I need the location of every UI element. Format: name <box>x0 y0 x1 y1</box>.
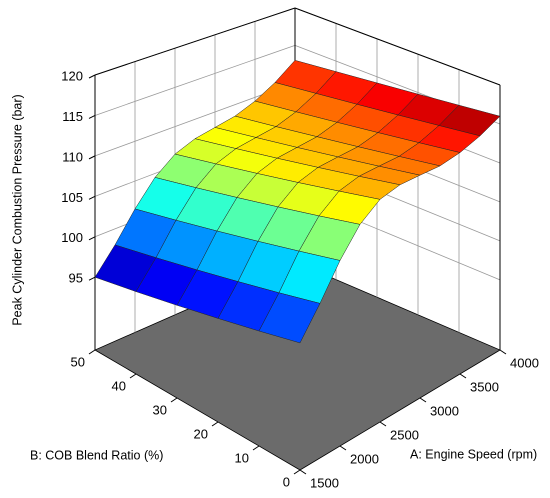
x-axis-title: A: Engine Speed (rpm) <box>410 447 537 461</box>
z-tick-label: 105 <box>61 190 83 205</box>
y-tick-label: 0 <box>283 474 290 489</box>
y-tick-label: 10 <box>235 450 249 465</box>
x-tick-label: 2500 <box>390 427 419 442</box>
tick-mark <box>211 421 219 427</box>
tick-mark <box>299 469 307 475</box>
x-tick-label: 3500 <box>470 379 499 394</box>
z-tick-label: 110 <box>62 149 83 164</box>
tick-mark <box>88 349 96 355</box>
tick-mark <box>379 421 387 427</box>
y-tick-label: 30 <box>153 402 167 417</box>
grid-line <box>94 44 296 116</box>
x-tick-label: 1500 <box>310 475 339 490</box>
tick-mark <box>252 445 260 451</box>
box-edge <box>94 7 296 76</box>
y-tick-label: 40 <box>112 378 126 393</box>
y-tick-label: 50 <box>71 354 85 369</box>
tick-mark <box>88 276 96 281</box>
z-tick-label: 115 <box>62 109 83 124</box>
tick-mark <box>88 114 96 119</box>
box-edge <box>294 7 501 86</box>
surface-cell <box>258 292 321 344</box>
tick-mark <box>129 373 137 379</box>
tick-mark <box>293 469 301 475</box>
x-tick-label: 2000 <box>350 451 379 466</box>
z-tick-label: 95 <box>69 271 83 286</box>
tick-mark <box>88 195 96 200</box>
tick-mark <box>170 397 178 403</box>
tick-mark <box>419 397 427 403</box>
z-tick-label: 120 <box>61 68 83 83</box>
tick-mark <box>88 236 96 241</box>
tick-mark <box>499 349 507 355</box>
z-axis-title: Peak Cylinder Combustion Pressure (bar) <box>10 94 24 325</box>
x-tick-label: 4000 <box>510 355 539 370</box>
tick-mark <box>459 373 467 379</box>
tick-mark <box>88 155 96 160</box>
y-axis-title: B: COB Blend Ratio (%) <box>30 448 163 462</box>
y-tick-label: 20 <box>194 426 208 441</box>
tick-mark <box>339 445 347 451</box>
tick-mark <box>88 74 96 79</box>
x-tick-label: 3000 <box>430 403 459 418</box>
z-tick-label: 100 <box>61 230 83 245</box>
